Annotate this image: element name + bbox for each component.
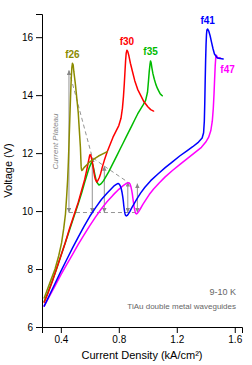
tick-label: 12 [22,148,34,159]
annotation: 9-10 K [209,287,236,297]
curve [44,63,107,298]
curve-labels: f26 f30 f35 f41 f47 [65,15,235,75]
marks [44,29,223,306]
tick: 12 [22,148,42,159]
curve [44,29,223,306]
tick-mark [235,327,236,333]
chart: 0.4 0.8 1.2 1.6 6 8 10 12 14 16 f26 f30 f35 f41 f47 Cur… [0,0,252,365]
tick-mark [36,327,42,328]
tick: 14 [22,90,42,101]
tick-label: 6 [27,322,33,333]
curve-label: f30 [120,36,135,47]
tick-mark [177,327,178,333]
tick-mark [119,327,120,333]
tick-label: 8 [27,264,33,275]
axis-line [36,15,43,328]
tick: 16 [22,32,42,43]
plot: 0.4 0.8 1.2 1.6 6 8 10 12 14 16 f26 f30 f35 f41 f47 Cur… [22,15,243,346]
curve-label: f35 [143,46,158,57]
annotation: TiAu double metal waveguides [127,302,236,311]
y-axis: 6 8 10 12 14 16 [22,15,43,333]
curve-label: f47 [220,64,235,75]
tick-label: 14 [22,90,34,101]
tick-label: 16 [22,32,34,43]
tick: 1.2 [170,327,184,345]
curve [44,55,220,306]
curve-label: f26 [65,49,80,60]
tick-mark [36,211,42,212]
dashed-hline [69,212,137,213]
axis-line [43,328,243,334]
tick: 0.4 [54,327,68,345]
tick-mark [61,327,62,333]
tick-mark [36,95,42,96]
x-axis-title: Current Density (kA/cm²) [81,349,202,361]
plateau-arrow [127,182,128,212]
annotations: Current Plateau 9-10 K TiAu double metal w… [51,113,236,311]
tick-label: 1.2 [170,334,184,345]
annotation: Current Plateau [51,113,60,170]
tick-mark [36,37,42,38]
curve [44,50,153,302]
tick-label: 1.6 [228,334,242,345]
tick-label: 0.4 [54,334,68,345]
tick: 8 [27,264,42,275]
tick-mark [36,269,42,270]
x-axis: 0.4 0.8 1.2 1.6 [43,327,243,345]
tick-mark [36,153,42,154]
tick-label: 0.8 [112,334,126,345]
curve-label: f41 [200,15,215,26]
tick: 0.8 [112,327,126,345]
tick-label: 10 [22,206,34,217]
chart-container: 0.4 0.8 1.2 1.6 6 8 10 12 14 16 f26 f30 f35 f41 f47 Cur… [0,0,252,365]
tick: 10 [22,206,42,217]
y-axis-title: Voltage (V) [2,143,14,197]
tick: 6 [27,322,42,333]
curve [44,61,162,302]
tick: 1.6 [228,327,242,345]
